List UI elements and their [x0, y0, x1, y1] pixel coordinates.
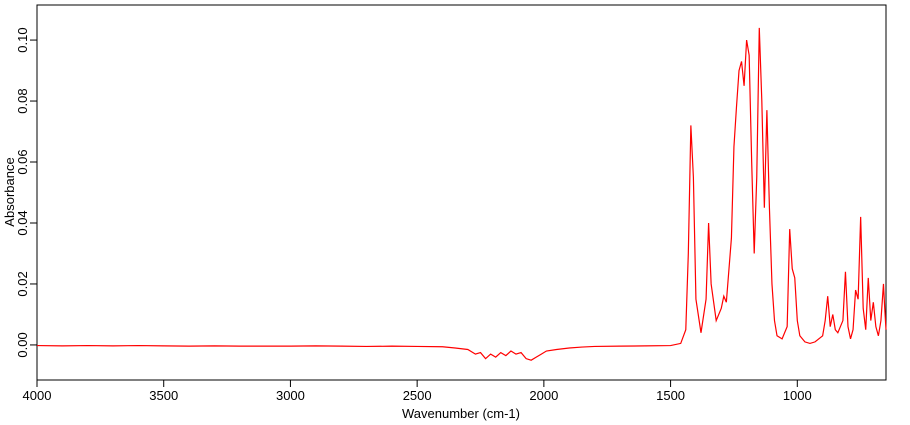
y-tick-label: 0.10: [15, 27, 30, 52]
x-tick-label: 3000: [276, 388, 305, 403]
x-tick-label: 2000: [529, 388, 558, 403]
x-tick-label: 3500: [149, 388, 178, 403]
x-axis-label: Wavenumber (cm-1): [402, 406, 520, 421]
x-tick-label: 4000: [23, 388, 52, 403]
y-tick-label: 0.06: [15, 149, 30, 174]
x-tick-label: 1000: [783, 388, 812, 403]
x-tick-label: 1500: [656, 388, 685, 403]
y-tick-label: 0.08: [15, 88, 30, 113]
x-tick-label: 2500: [403, 388, 432, 403]
y-tick-label: 0.04: [15, 210, 30, 235]
plot-frame: [36, 4, 887, 381]
spectrum-line: [36, 27, 887, 361]
y-tick-label: 0.02: [15, 271, 30, 296]
y-axis-label: Absorbance: [2, 157, 17, 226]
y-tick-label: 0.00: [15, 332, 30, 357]
